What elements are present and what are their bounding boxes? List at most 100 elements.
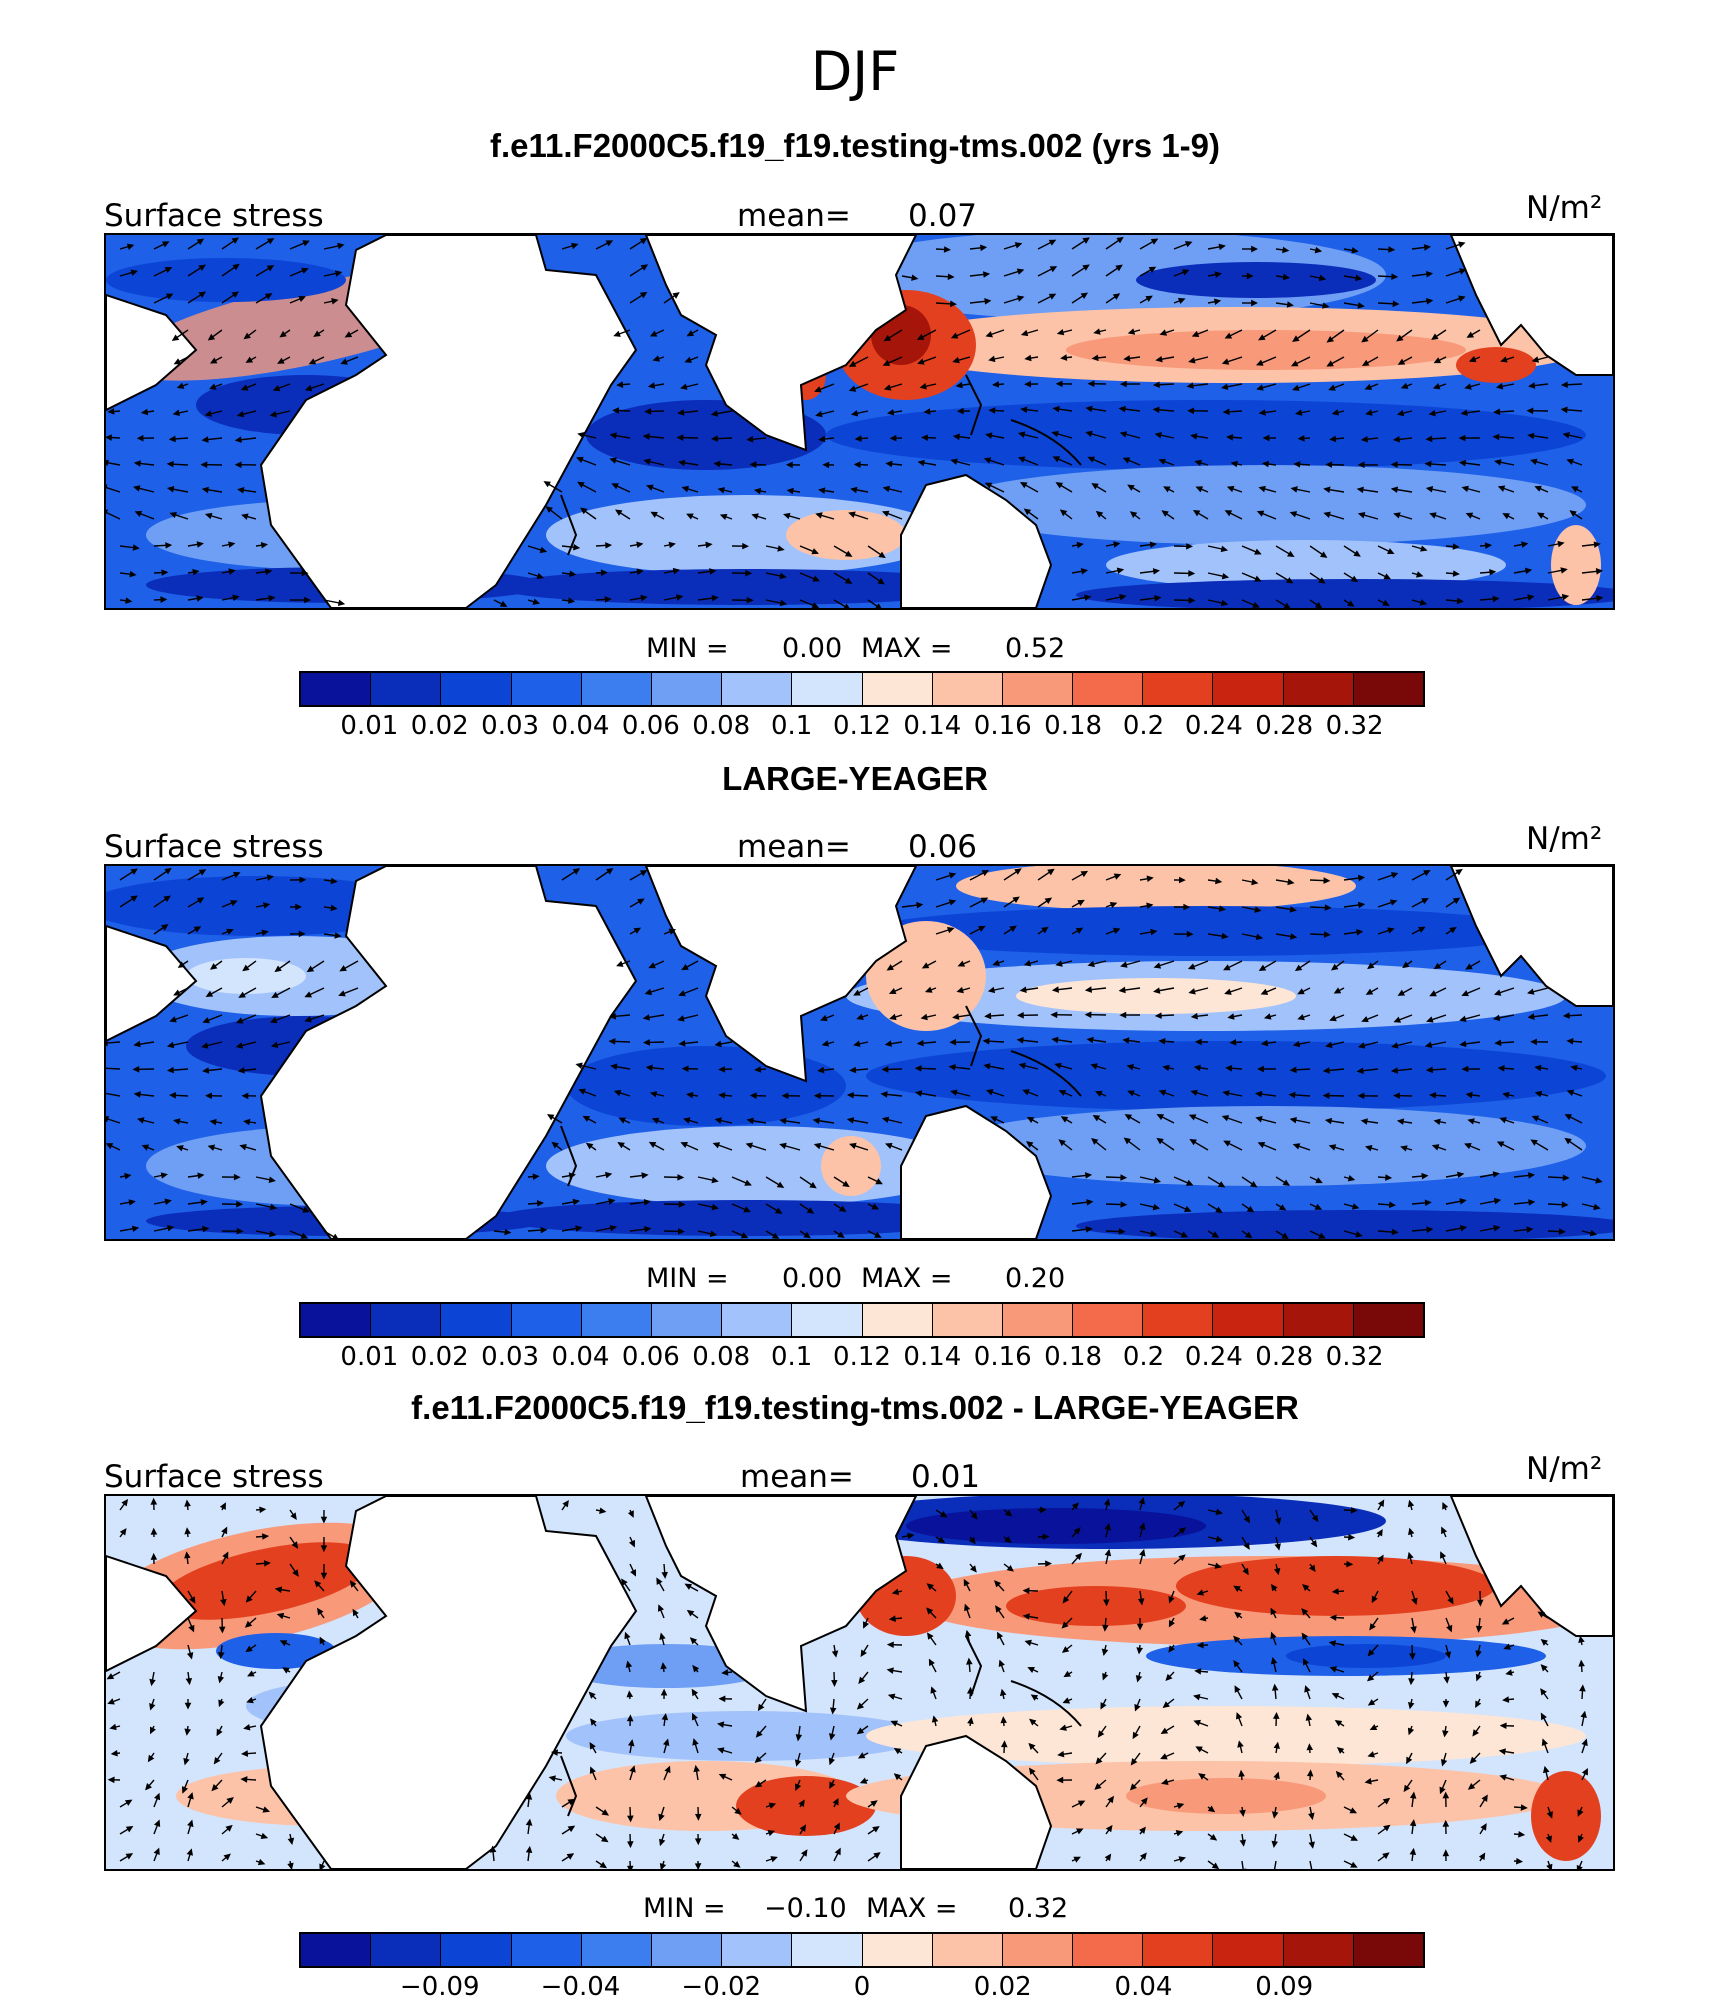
wind-vector-head [261, 929, 269, 937]
wind-vector-head [1022, 1089, 1030, 1096]
wind-vector-head [121, 1499, 129, 1507]
wind-vector-head [848, 385, 857, 392]
wind-vector-head [1112, 927, 1121, 934]
wind-vector-head [854, 435, 862, 442]
wind-vector-head [645, 1064, 653, 1072]
wind-vector-head [244, 1620, 253, 1628]
wind-vector-head [567, 1825, 576, 1833]
wind-vector-head [1459, 268, 1467, 275]
wind-vector-head [1323, 486, 1331, 494]
wind-vector-head [642, 433, 650, 440]
wind-vector-head [636, 568, 644, 576]
wind-vector-head [1324, 1117, 1333, 1125]
wind-vector-head [1318, 274, 1327, 282]
wind-vector-head [1159, 329, 1168, 336]
wind-vector-head [313, 330, 321, 337]
wind-vector-head [1194, 459, 1202, 467]
wind-vector-head [1520, 1804, 1528, 1811]
colorbar-swatch [651, 673, 723, 705]
wind-vector-head [1387, 927, 1395, 934]
wind-vector-head [1136, 1647, 1143, 1655]
wind-vector-head [1113, 541, 1121, 548]
wind-vector-head [572, 868, 581, 875]
wind-vector-head [1062, 1697, 1071, 1704]
wind-vector-head [1329, 1015, 1337, 1022]
wind-vector-head [1303, 1658, 1310, 1666]
wind-vector-head [1058, 1139, 1066, 1147]
wind-vector-head [1537, 512, 1545, 519]
wind-vector-head [1148, 266, 1157, 273]
wind-vector-head [107, 408, 115, 415]
wind-vector-head [1134, 1703, 1141, 1712]
wind-vector-head [153, 1847, 160, 1856]
colorbar-tick-label: 0.2 [1122, 711, 1165, 741]
wind-vector-head [1127, 328, 1136, 335]
wind-vector-head [1306, 1743, 1314, 1751]
wind-vector-head [1476, 1599, 1484, 1607]
wind-vector-head [219, 1502, 226, 1510]
wind-vector-head [1076, 541, 1084, 549]
colorbar-tick-label: 0.1 [770, 711, 813, 741]
wind-vector-head [589, 1741, 596, 1750]
wind-vector-head [1360, 436, 1369, 443]
wind-vector-head [1561, 1201, 1569, 1208]
colorbar-swatch [301, 1934, 372, 1966]
wind-vector-head [1120, 1201, 1128, 1208]
wind-vector-head [605, 240, 614, 247]
wind-vector-head [1530, 1139, 1538, 1146]
wind-vector-head [1499, 1117, 1507, 1124]
wind-vector-head [1461, 990, 1469, 997]
wind-vector-head [1407, 1727, 1415, 1736]
wind-vector-head [1044, 897, 1053, 905]
wind-vector-head [853, 1040, 861, 1047]
wind-vector-head [1042, 1533, 1050, 1541]
wind-vector-head [232, 594, 240, 602]
wind-vector-head [1112, 293, 1121, 300]
panel-1-min-label: MIN = [646, 633, 729, 664]
wind-vector-head [196, 595, 204, 602]
wind-vector-head [269, 1230, 277, 1238]
wind-vector-head [1578, 1659, 1585, 1667]
wind-vector-head [1258, 409, 1266, 416]
wind-vector-head [1526, 407, 1534, 415]
wind-vector-head [109, 1723, 117, 1731]
wind-vector-head [1458, 434, 1466, 442]
colorbar-tick-label: 0.02 [410, 711, 469, 741]
wind-vector-head [1424, 460, 1432, 468]
wind-vector-head [601, 1809, 610, 1816]
colorbar-swatch [932, 1934, 1003, 1966]
wind-vector-head [106, 1039, 108, 1047]
wind-vector-head [149, 1678, 156, 1687]
wind-vector-head [302, 1206, 310, 1213]
wind-vector-head [1331, 409, 1340, 416]
wind-vector-head [1493, 989, 1502, 996]
wind-vector-head [1534, 1064, 1542, 1072]
wind-vector-head [1188, 570, 1196, 577]
wind-vector-head [166, 460, 174, 468]
wind-vector-head [1059, 509, 1068, 517]
wind-vector-head [887, 1693, 896, 1700]
wind-vector-head [1425, 1066, 1433, 1074]
colorbar-swatch [1073, 673, 1144, 705]
wind-vector-head [1561, 593, 1570, 601]
wind-vector-head [262, 1533, 270, 1540]
wind-vector-head [1224, 510, 1233, 517]
wind-vector-head [1274, 1543, 1281, 1551]
wind-vector-head [217, 1675, 225, 1684]
wind-vector-head [1581, 1738, 1588, 1747]
wind-vector-head [883, 334, 892, 342]
wind-vector-head [893, 1747, 902, 1755]
wind-vector-head [525, 1845, 533, 1854]
wind-vector-head [1215, 877, 1223, 885]
wind-vector-head [754, 1066, 762, 1073]
wind-vector-head [785, 461, 793, 469]
wind-vector-head [1377, 1499, 1385, 1507]
wind-vector-head [850, 486, 858, 494]
wind-vector-head [873, 1852, 881, 1859]
wind-vector-head [1256, 384, 1264, 391]
wind-vector-head [1562, 1174, 1570, 1181]
wind-vector-head [1524, 567, 1533, 575]
wind-vector-head [168, 435, 176, 443]
wind-vector-head [639, 291, 648, 299]
wind-vector-head [718, 1066, 726, 1073]
